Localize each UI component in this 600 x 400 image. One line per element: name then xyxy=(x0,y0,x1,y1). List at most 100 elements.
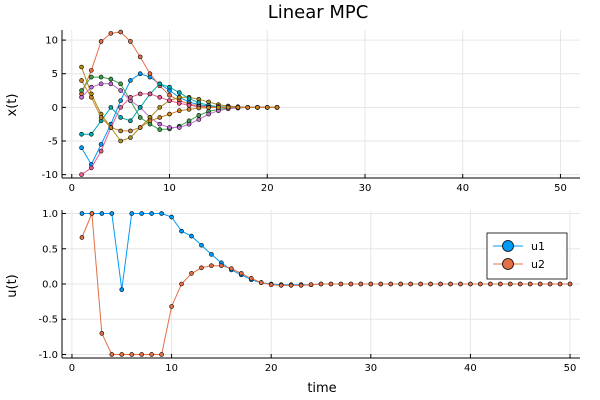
tick-labels: 0 10 20 30 40 50 -1.0 -0.5 0.0 0.5 1.0 xyxy=(38,209,576,374)
data-point xyxy=(199,265,204,271)
legend-marker xyxy=(502,258,514,270)
data-point xyxy=(157,105,163,110)
data-point xyxy=(79,172,84,177)
axes xyxy=(61,30,580,179)
data-point xyxy=(149,211,154,216)
data-point xyxy=(118,98,123,103)
axes xyxy=(61,210,580,359)
legend-label: u1 xyxy=(531,240,545,253)
data-point xyxy=(129,352,135,357)
data-point xyxy=(527,281,533,287)
series-group xyxy=(79,29,280,177)
data-point xyxy=(79,88,84,93)
x-axis-label: time xyxy=(307,381,336,396)
data-point xyxy=(157,94,163,100)
x-tick-label: 30 xyxy=(359,183,372,194)
data-point xyxy=(248,276,254,281)
data-point xyxy=(448,281,453,287)
data-point xyxy=(318,281,324,287)
data-point xyxy=(98,81,104,87)
x-tick-label: 40 xyxy=(464,363,477,374)
data-point xyxy=(517,281,523,287)
data-point xyxy=(118,105,123,110)
data-point xyxy=(167,92,172,98)
data-point xyxy=(79,64,84,70)
data-point xyxy=(137,54,143,60)
chart-title: Linear MPC xyxy=(268,2,369,23)
data-point xyxy=(186,121,192,127)
data-point xyxy=(98,74,104,80)
data-point xyxy=(129,211,135,216)
data-point xyxy=(438,281,443,287)
data-point xyxy=(206,111,211,117)
data-point xyxy=(139,211,144,216)
data-point xyxy=(398,281,403,287)
y-tick-label: -0.5 xyxy=(38,315,58,326)
data-point xyxy=(167,84,172,90)
data-point xyxy=(118,29,123,35)
data-point xyxy=(128,78,133,83)
data-point xyxy=(128,94,133,100)
data-point xyxy=(547,281,553,287)
data-point xyxy=(109,211,115,216)
x-tick-label: 0 xyxy=(69,183,75,194)
data-point xyxy=(186,107,192,112)
data-point xyxy=(89,165,94,171)
data-point xyxy=(157,81,163,87)
data-point xyxy=(308,282,314,288)
data-point xyxy=(169,304,174,309)
control-plot: 0 10 20 30 40 50 -1.0 -0.5 0.0 0.5 1.0 time u(t) u… xyxy=(5,209,580,396)
data-point xyxy=(557,281,563,287)
data-point xyxy=(278,283,284,288)
data-point xyxy=(128,128,133,134)
data-point xyxy=(167,125,172,130)
data-point xyxy=(167,111,172,117)
data-point xyxy=(428,281,433,287)
data-point xyxy=(176,94,182,100)
data-point xyxy=(157,115,163,120)
data-point xyxy=(179,281,184,287)
x-tick-label: 30 xyxy=(364,363,377,374)
y-tick-label: -1.0 xyxy=(38,350,58,361)
data-point xyxy=(159,211,164,216)
data-point xyxy=(89,211,95,216)
data-point xyxy=(137,91,143,97)
data-point xyxy=(264,105,270,110)
x-tick-label: 10 xyxy=(163,183,176,194)
series-line-x1 xyxy=(81,73,277,166)
data-point xyxy=(186,96,192,101)
data-point xyxy=(118,88,123,93)
data-point xyxy=(89,84,94,90)
y-tick-label: 5 xyxy=(52,69,58,80)
data-point xyxy=(118,81,123,87)
y-tick-label: -5 xyxy=(48,137,58,148)
x-tick-label: 0 xyxy=(69,363,75,374)
y-tick-label: 0.0 xyxy=(42,280,58,291)
data-point xyxy=(196,113,202,118)
data-point xyxy=(498,281,503,287)
data-point xyxy=(209,252,214,257)
data-point xyxy=(186,103,192,108)
data-point xyxy=(176,101,182,106)
data-point xyxy=(274,105,280,110)
data-point xyxy=(328,281,334,287)
data-point xyxy=(458,281,463,287)
x-tick-label: 40 xyxy=(456,183,469,194)
data-point xyxy=(108,125,114,130)
data-point xyxy=(268,282,274,288)
data-point xyxy=(235,105,241,110)
data-point xyxy=(189,233,194,239)
data-point xyxy=(147,91,153,97)
data-point xyxy=(157,127,163,132)
data-point xyxy=(388,281,394,287)
data-point xyxy=(149,352,154,357)
data-point xyxy=(79,78,84,83)
data-point xyxy=(118,128,123,134)
data-point xyxy=(89,68,94,73)
data-point xyxy=(176,108,182,114)
x-tick-label: 20 xyxy=(265,363,278,374)
data-point xyxy=(98,115,104,120)
tick-labels: 0 10 20 30 40 50 -10 -5 0 5 10 xyxy=(42,36,567,194)
data-point xyxy=(209,263,214,268)
